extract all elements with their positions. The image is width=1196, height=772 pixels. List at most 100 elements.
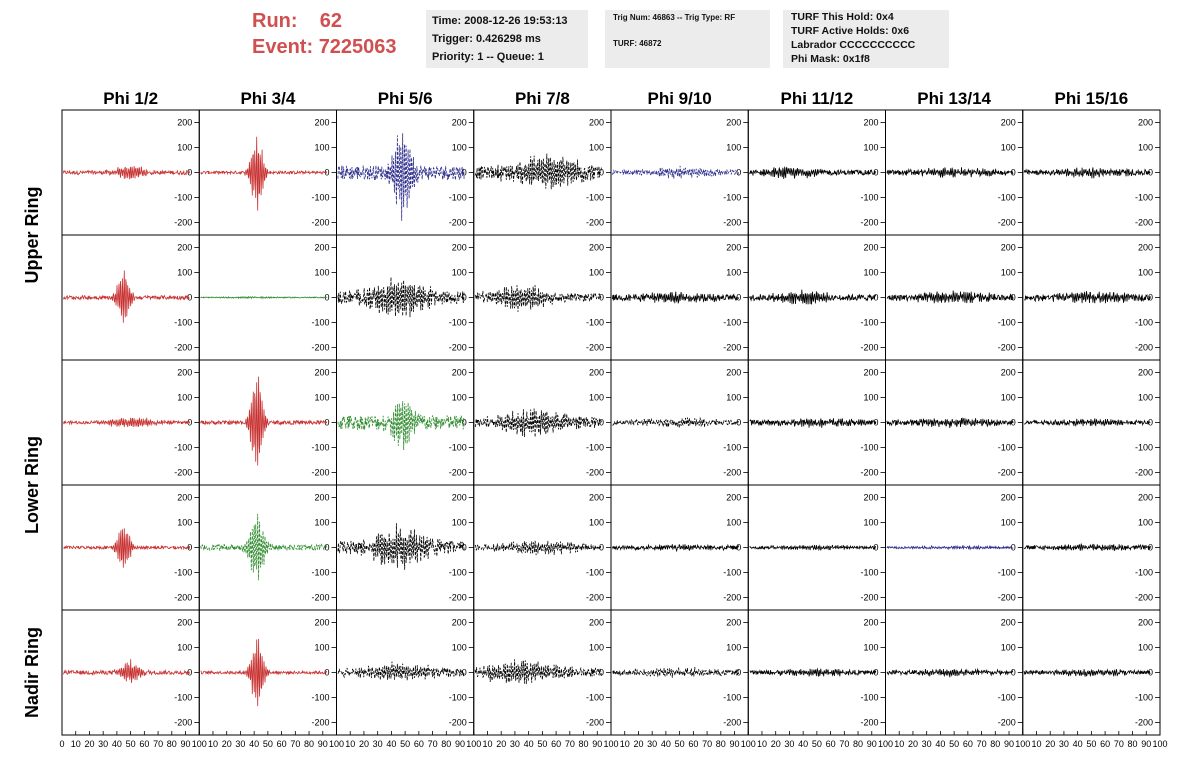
y-tick-label-r1-c7-4: -200 [1135, 343, 1153, 353]
x-tick-label-c0-4: 40 [112, 739, 122, 749]
x-tick-label-c3-2: 20 [496, 739, 506, 749]
waveform-r3-c2 [337, 523, 465, 570]
turf-active-holds: TURF Active Holds: 0x6 [791, 25, 910, 37]
y-tick-label-r3-c6-2: 0 [1011, 543, 1016, 553]
x-tick-label-c1-9: 90 [318, 739, 328, 749]
waveform-r2-c7 [1023, 418, 1151, 427]
y-tick-label-r2-c3-4: -200 [586, 468, 604, 478]
y-tick-label-r2-c2-3: -100 [449, 443, 467, 453]
y-tick-label-r3-c2-4: -200 [449, 593, 467, 603]
x-tick-label-c7-7: 70 [1114, 739, 1124, 749]
x-tick-label-c3-3: 30 [510, 739, 520, 749]
time-line: Time: 2008-12-26 19:53:13 [432, 15, 568, 27]
x-tick-label-c2-6: 60 [414, 739, 424, 749]
column-title-6: Phi 13/14 [917, 89, 991, 108]
x-tick-label-c4-10: 100 [741, 739, 756, 749]
y-tick-label-r2-c4-4: -200 [723, 468, 741, 478]
x-tick-label-c5-7: 70 [839, 739, 849, 749]
x-tick-label-c4-1: 10 [620, 739, 630, 749]
y-tick-label-r0-c2-3: -100 [449, 193, 467, 203]
x-tick-label-c1-5: 50 [263, 739, 273, 749]
y-tick-label-r0-c5-3: -100 [860, 193, 878, 203]
y-tick-label-r2-c1-0: 200 [314, 368, 329, 378]
y-tick-label-r3-c4-3: -100 [723, 568, 741, 578]
row-title-0: Upper Ring [22, 187, 42, 284]
y-tick-label-r0-c6-2: 0 [1011, 168, 1016, 178]
x-tick-label-c5-9: 90 [867, 739, 877, 749]
x-tick-label-c5-10: 100 [878, 739, 893, 749]
y-tick-label-r0-c6-1: 100 [1001, 143, 1016, 153]
y-tick-label-r1-c4-0: 200 [726, 243, 741, 253]
y-tick-label-r0-c3-2: 0 [599, 168, 604, 178]
waveform-r1-c3 [474, 285, 602, 312]
y-tick-label-r3-c4-0: 200 [726, 493, 741, 503]
y-tick-label-r2-c7-0: 200 [1138, 368, 1153, 378]
y-tick-label-r2-c5-3: -100 [860, 443, 878, 453]
waveform-r4-c3 [474, 659, 602, 685]
waveform-r2-c4 [612, 417, 739, 429]
x-tick-label-c1-2: 20 [222, 739, 232, 749]
column-title-4: Phi 9/10 [647, 89, 711, 108]
y-tick-label-r1-c3-4: -200 [586, 343, 604, 353]
y-tick-label-r0-c1-3: -100 [311, 193, 329, 203]
x-tick-label-c1-6: 60 [277, 739, 287, 749]
row-title-1: Lower Ring [22, 436, 42, 534]
run-value: 62 [319, 10, 343, 32]
y-tick-label-r4-c3-1: 100 [589, 643, 604, 653]
x-tick-label-c3-1: 10 [482, 739, 492, 749]
y-tick-label-r3-c2-0: 200 [452, 493, 467, 503]
y-tick-label-r0-c6-0: 200 [1001, 118, 1016, 128]
waveform-r0-c1 [200, 136, 328, 211]
x-tick-label-c2-9: 90 [455, 739, 465, 749]
y-tick-label-r4-c2-3: -100 [449, 693, 467, 703]
y-tick-label-r1-c5-0: 200 [863, 243, 878, 253]
y-tick-label-r1-c3-2: 0 [599, 293, 604, 303]
y-tick-label-r1-c0-4: -200 [174, 343, 192, 353]
run-event-block: Run: 62 Event: 7225063 [252, 8, 397, 60]
y-tick-label-r4-c5-0: 200 [863, 618, 878, 628]
y-tick-label-r1-c5-2: 0 [873, 293, 878, 303]
y-tick-label-r2-c1-2: 0 [324, 418, 329, 428]
waveform-r2-c2 [337, 401, 465, 451]
x-tick-label-c0-5: 50 [126, 739, 136, 749]
x-tick-label-c0-1: 10 [71, 739, 81, 749]
y-tick-label-r4-c3-3: -100 [586, 693, 604, 703]
turf-line: TURF: 46872 [613, 39, 662, 48]
waveform-r3-c1 [200, 513, 328, 581]
y-tick-label-r1-c4-2: 0 [736, 293, 741, 303]
y-tick-label-r4-c7-0: 200 [1138, 618, 1153, 628]
column-title-2: Phi 5/6 [378, 89, 433, 108]
y-tick-label-r3-c1-4: -200 [311, 593, 329, 603]
waveform-r4-c4 [612, 666, 739, 678]
y-tick-label-r3-c5-1: 100 [863, 518, 878, 528]
y-tick-label-r1-c4-1: 100 [726, 268, 741, 278]
y-tick-label-r3-c0-1: 100 [177, 518, 192, 528]
x-tick-label-c5-1: 10 [757, 739, 767, 749]
y-tick-label-r1-c7-0: 200 [1138, 243, 1153, 253]
y-tick-label-r4-c1-4: -200 [311, 718, 329, 728]
x-tick-label-c3-10: 100 [603, 739, 618, 749]
y-tick-label-r1-c5-4: -200 [860, 343, 878, 353]
x-tick-label-c2-2: 20 [359, 739, 369, 749]
y-tick-label-r2-c0-3: -100 [174, 443, 192, 453]
x-tick-label-c0-7: 70 [153, 739, 163, 749]
y-tick-label-r2-c2-1: 100 [452, 393, 467, 403]
priority-line: Priority: 1 -- Queue: 1 [432, 51, 544, 63]
y-tick-label-r4-c2-2: 0 [462, 668, 467, 678]
y-tick-label-r2-c6-0: 200 [1001, 368, 1016, 378]
y-tick-label-r4-c4-3: -100 [723, 693, 741, 703]
waveform-r0-c5 [749, 166, 877, 179]
y-tick-label-r4-c5-2: 0 [873, 668, 878, 678]
y-tick-label-r4-c5-1: 100 [863, 643, 878, 653]
y-tick-label-r4-c5-3: -100 [860, 693, 878, 703]
y-tick-label-r2-c4-0: 200 [726, 368, 741, 378]
x-tick-label-c6-10: 100 [1015, 739, 1030, 749]
y-tick-label-r4-c6-3: -100 [998, 693, 1016, 703]
waveform-r1-c4 [612, 291, 739, 305]
y-tick-label-r2-c6-1: 100 [1001, 393, 1016, 403]
waveform-r2-c1 [200, 376, 328, 466]
y-tick-label-r0-c4-1: 100 [726, 143, 741, 153]
x-tick-label-c0-10: 100 [192, 739, 207, 749]
y-tick-label-r0-c6-3: -100 [998, 193, 1016, 203]
x-tick-label-c7-3: 30 [1059, 739, 1069, 749]
